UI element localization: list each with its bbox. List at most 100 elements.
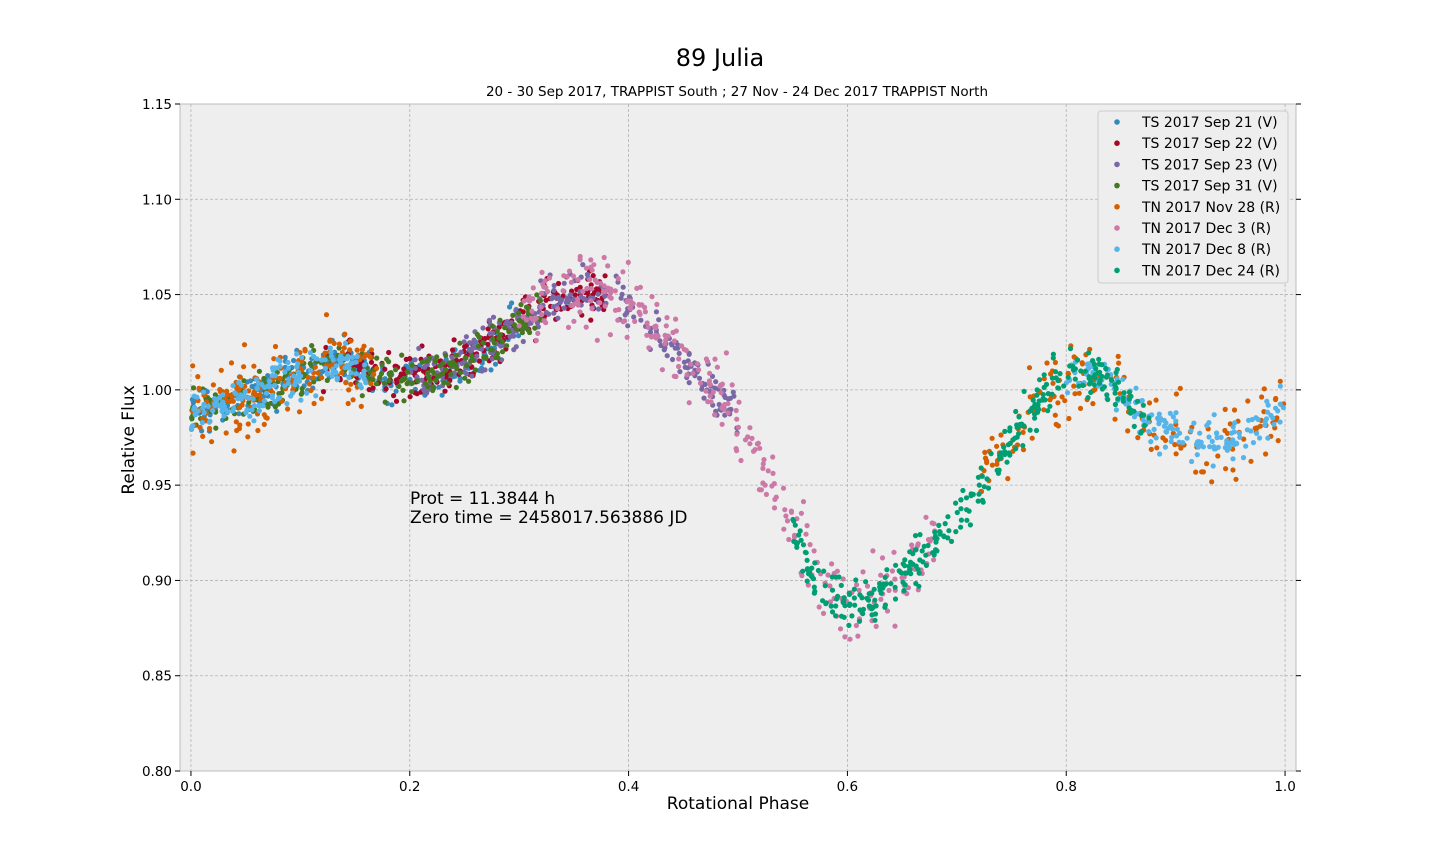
data-point (485, 326, 491, 332)
data-point (461, 339, 467, 345)
data-point (683, 347, 689, 353)
data-point (481, 354, 487, 360)
data-point (1091, 382, 1097, 388)
data-point (361, 368, 367, 374)
data-point (909, 542, 915, 548)
data-point (588, 257, 594, 263)
data-point (1099, 386, 1105, 392)
data-point (1210, 463, 1216, 469)
data-point (284, 401, 290, 407)
data-point (1055, 400, 1061, 406)
data-point (669, 356, 676, 363)
data-point (738, 457, 744, 464)
data-point (550, 304, 557, 310)
data-point (980, 499, 986, 505)
data-point (298, 397, 304, 403)
data-point (1146, 400, 1153, 406)
data-point (842, 634, 848, 640)
data-point (1248, 428, 1254, 434)
data-point (892, 596, 899, 602)
data-point (1168, 423, 1174, 429)
data-point (238, 396, 244, 402)
data-point (307, 350, 313, 356)
data-point (318, 396, 325, 402)
data-point (769, 483, 775, 489)
data-point (998, 432, 1004, 438)
legend-entry: TS 2017 Sep 23 (V) (1114, 157, 1278, 173)
data-point (730, 389, 736, 395)
data-point (563, 299, 569, 305)
data-point (1214, 430, 1220, 436)
data-point (954, 509, 960, 516)
data-point (1222, 445, 1228, 451)
data-point (519, 330, 526, 336)
data-point (368, 381, 374, 387)
data-point (393, 388, 399, 394)
data-point (345, 400, 351, 407)
data-point (878, 596, 884, 602)
data-point (1237, 434, 1243, 440)
data-point (902, 570, 908, 576)
data-point (504, 319, 510, 325)
data-point (1215, 453, 1221, 459)
data-point (945, 535, 951, 541)
data-point (575, 277, 581, 283)
data-point (482, 335, 488, 342)
data-point (511, 322, 518, 328)
data-point (1231, 429, 1237, 435)
data-point (1209, 479, 1215, 485)
data-point (717, 383, 723, 389)
data-point (1236, 430, 1242, 436)
data-point (975, 498, 981, 504)
data-point (953, 500, 959, 506)
data-point (1230, 424, 1236, 430)
data-point (246, 395, 252, 401)
data-point (570, 273, 577, 279)
data-point (1224, 438, 1230, 444)
data-point (809, 574, 815, 580)
data-point (964, 517, 970, 523)
data-point (712, 385, 718, 391)
data-point (976, 491, 982, 497)
data-point (511, 347, 517, 353)
data-point (750, 448, 757, 454)
data-point (343, 340, 349, 346)
data-point (856, 587, 862, 593)
data-point (516, 318, 522, 324)
data-point (770, 454, 776, 460)
data-point (338, 354, 344, 360)
data-point (546, 311, 552, 317)
data-point (323, 344, 329, 351)
data-point (871, 586, 877, 592)
data-point (1066, 415, 1072, 422)
data-point (901, 587, 907, 594)
data-point (921, 543, 927, 549)
data-point (294, 351, 300, 357)
data-point (853, 622, 860, 629)
data-point (1077, 405, 1084, 411)
data-point (195, 374, 201, 380)
data-point (864, 595, 870, 602)
data-point (234, 427, 240, 434)
data-point (644, 320, 650, 326)
data-point (347, 338, 354, 344)
data-point (518, 302, 524, 308)
data-point (773, 494, 779, 500)
data-point (788, 509, 795, 515)
data-point (458, 349, 464, 355)
data-point (236, 405, 243, 411)
data-point (190, 450, 196, 456)
data-point (1070, 367, 1076, 373)
data-point (664, 353, 670, 359)
data-point (675, 345, 681, 351)
data-point (804, 557, 810, 563)
data-point (499, 339, 505, 345)
data-point (742, 437, 749, 443)
data-point (534, 320, 541, 326)
data-point (530, 296, 536, 302)
data-point (379, 362, 385, 368)
data-point (575, 296, 581, 302)
data-point (931, 521, 937, 527)
data-point (282, 369, 288, 375)
data-point (304, 390, 310, 396)
